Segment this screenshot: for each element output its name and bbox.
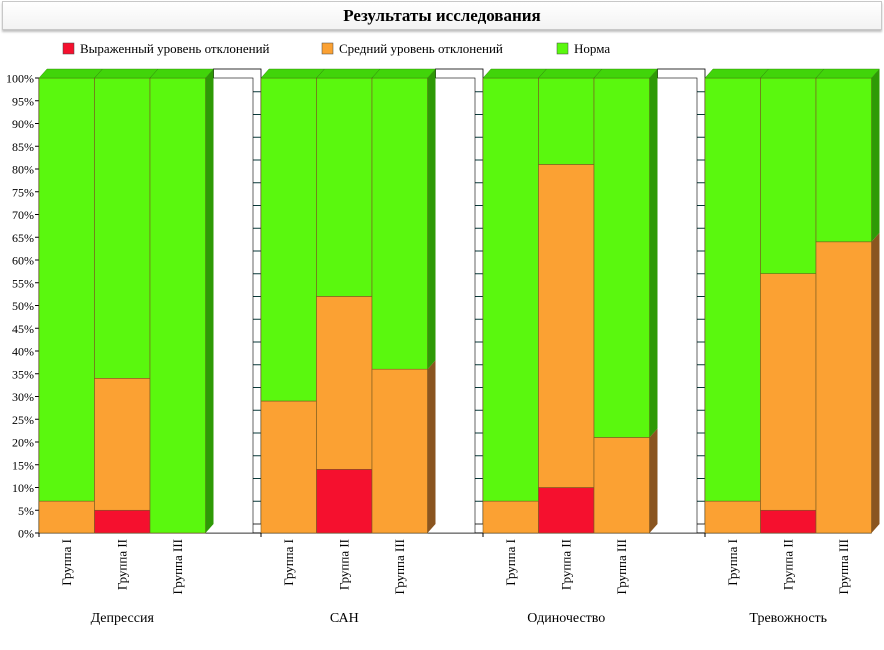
bar-top-face — [149, 68, 214, 79]
x-tick-label: Группа II — [114, 539, 129, 590]
bar-segment — [704, 77, 761, 502]
bar-side-face — [649, 69, 658, 438]
y-tick-label: 100% — [6, 72, 34, 86]
y-tick-label: 75% — [12, 185, 34, 199]
x-group-label: САН — [330, 611, 359, 626]
y-tick-label: 0% — [18, 527, 34, 541]
bar-segment — [760, 509, 817, 534]
bar-segment — [94, 509, 151, 534]
x-tick-label: Группа III — [836, 539, 851, 594]
bar-segment — [38, 77, 95, 502]
bar-side-face — [871, 69, 880, 242]
y-tick-label: 90% — [12, 117, 34, 131]
bar-segment — [371, 77, 428, 370]
chart-title-box: Результаты исследования — [2, 1, 882, 30]
y-tick-label: 50% — [12, 299, 34, 313]
bar-segment — [538, 77, 595, 165]
legend-label: Выраженный уровень отклонений — [80, 41, 270, 56]
x-tick-label: Группа III — [170, 539, 185, 594]
bar-top-face — [593, 68, 658, 79]
bar-top-face — [371, 68, 436, 79]
x-tick-label: Группа I — [503, 539, 518, 586]
bar-segment — [593, 437, 650, 534]
bar-segment — [94, 377, 151, 511]
bar-segment — [316, 77, 373, 297]
legend-swatch — [556, 42, 569, 55]
bar-top-face — [704, 68, 769, 79]
bar-segment — [316, 468, 373, 534]
bar-top-face — [38, 68, 103, 79]
y-tick-label: 60% — [12, 254, 34, 268]
bar-segment — [538, 164, 595, 488]
y-tick-label: 30% — [12, 390, 34, 404]
bar-segment — [704, 500, 761, 534]
bar-top-face — [316, 68, 381, 79]
bar-top-face — [94, 68, 159, 79]
y-tick-label: 85% — [12, 140, 34, 154]
bar-side-face — [205, 69, 214, 533]
bar-top-face — [538, 68, 603, 79]
legend-label: Средний уровень отклонений — [339, 41, 503, 56]
x-tick-label: Группа I — [59, 539, 74, 586]
x-tick-label: Группа I — [281, 539, 296, 586]
bar-segment — [38, 500, 95, 534]
bar-top-face — [260, 68, 325, 79]
bar-segment — [260, 77, 317, 402]
y-tick-label: 40% — [12, 345, 34, 359]
bar-top-face — [760, 68, 825, 79]
y-tick-label: 25% — [12, 413, 34, 427]
y-tick-label: 5% — [18, 504, 34, 518]
bar-segment — [538, 487, 595, 534]
x-tick-label: Группа II — [336, 539, 351, 590]
x-tick-label: Группа III — [614, 539, 629, 594]
x-tick-label: Группа II — [558, 539, 573, 590]
bar-segment — [482, 77, 539, 502]
x-tick-label: Группа II — [780, 539, 795, 590]
bar-segment — [760, 77, 817, 274]
bar-side-face — [871, 232, 880, 534]
y-tick-label: 70% — [12, 208, 34, 222]
y-tick-label: 95% — [12, 94, 34, 108]
bar-segment — [760, 273, 817, 511]
y-tick-label: 10% — [12, 481, 34, 495]
bar-top-face — [482, 68, 547, 79]
x-group-label: Одиночество — [527, 611, 605, 626]
legend-label: Норма — [574, 41, 610, 56]
bar-segment — [815, 77, 872, 243]
legend-swatch — [321, 42, 334, 55]
bar-segment — [815, 241, 872, 534]
y-tick-label: 20% — [12, 436, 34, 450]
bar-segment — [260, 400, 317, 534]
bar-side-face — [427, 69, 436, 370]
x-group-label: Депрессия — [91, 611, 155, 626]
bar-top-face — [815, 68, 880, 79]
bar-side-face — [427, 360, 436, 533]
x-group-label: Тревожность — [749, 611, 827, 626]
x-tick-label: Группа I — [725, 539, 740, 586]
chart-title: Результаты исследования — [343, 6, 541, 25]
legend-swatch — [62, 42, 75, 55]
y-tick-label: 80% — [12, 163, 34, 177]
y-tick-label: 55% — [12, 276, 34, 290]
bar-segment — [482, 500, 539, 534]
y-tick-label: 15% — [12, 458, 34, 472]
y-tick-label: 65% — [12, 231, 34, 245]
bar-segment — [94, 77, 151, 379]
y-tick-label: 35% — [12, 367, 34, 381]
bar-segment — [593, 77, 650, 438]
bar-segment — [371, 368, 428, 534]
y-tick-label: 45% — [12, 322, 34, 336]
bar-segment — [316, 296, 373, 470]
x-tick-label: Группа III — [392, 539, 407, 594]
bar-segment — [149, 77, 206, 534]
bar-side-face — [649, 428, 658, 533]
